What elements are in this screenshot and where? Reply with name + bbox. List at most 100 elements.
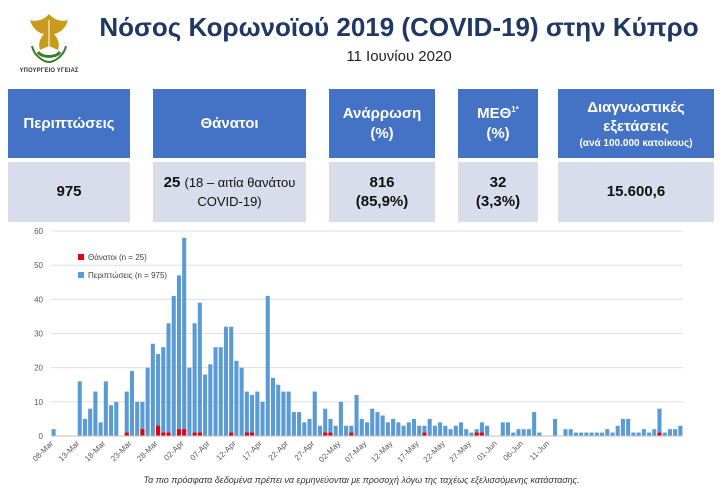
case-bar [255, 391, 260, 436]
case-bar [276, 384, 281, 436]
case-bar [605, 429, 610, 436]
tests-label-per-capita: (ανά 100.000 κατοίκους) [579, 137, 693, 149]
y-tick-label: 20 [34, 364, 43, 373]
x-tick-label: 17-Apr [241, 439, 265, 463]
death-bar [197, 432, 202, 436]
page-title: Νόσος Κορωνοϊού 2019 (COVID-19) στην Κύπ… [99, 12, 699, 42]
y-tick-label: 40 [34, 295, 43, 304]
case-bar [234, 360, 239, 436]
death-bar [124, 432, 129, 436]
case-bar [213, 347, 218, 436]
case-bar [641, 429, 646, 436]
icu-pct: (3,3%) [475, 193, 521, 210]
case-bar [380, 415, 385, 436]
death-bar [161, 432, 166, 436]
case-bar [647, 432, 652, 436]
case-bar [171, 295, 176, 436]
cases-value: 975 [56, 183, 82, 201]
case-bar [563, 429, 568, 436]
case-bar [537, 432, 542, 436]
recovered-value: 816 [369, 173, 395, 191]
case-bar [223, 326, 229, 436]
legend-cases-swatch [78, 272, 84, 278]
case-bar [422, 425, 427, 436]
case-bar [229, 326, 234, 436]
case-bar [631, 432, 636, 436]
death-bar [229, 432, 234, 436]
case-bar [516, 429, 521, 436]
case-bar [511, 432, 516, 436]
case-bar [114, 401, 119, 436]
icu-value-box: 32 (3,3%) [458, 162, 538, 222]
x-tick-label: 17-May [395, 439, 420, 464]
case-bar [328, 418, 333, 436]
case-bar [109, 405, 114, 436]
case-bar [458, 422, 464, 436]
icu-label-pct: (%) [486, 124, 510, 142]
case-bar [208, 364, 213, 436]
case-bar [333, 425, 338, 436]
case-bar [323, 408, 328, 436]
case-bar [579, 432, 584, 436]
x-tick-label: 27-May [448, 439, 473, 464]
case-bar [244, 391, 249, 436]
death-bar [323, 432, 328, 436]
case-bar [411, 418, 417, 436]
case-bar [129, 371, 134, 436]
death-bar [657, 432, 662, 436]
icu-footnote-mark: 1* [511, 105, 519, 114]
case-bar [385, 422, 390, 436]
recovered-label-pct: (%) [370, 124, 394, 142]
case-bar [260, 401, 265, 436]
case-bar [552, 418, 558, 436]
case-bar [485, 425, 490, 436]
death-bar [244, 432, 249, 436]
case-bar [51, 429, 56, 436]
icu-header: ΜΕΘ1* (%) [458, 89, 538, 158]
case-bar [594, 432, 599, 436]
x-tick-label: 27-Apr [293, 439, 317, 463]
case-bar [610, 432, 615, 436]
legend-deaths-swatch [78, 254, 84, 260]
case-bar [479, 422, 484, 436]
case-bar [281, 391, 286, 436]
x-tick-label: 11-Jun [528, 439, 551, 462]
case-bar [140, 401, 145, 436]
death-bar [140, 429, 145, 436]
x-tick-label: 01-Jun [475, 439, 499, 463]
x-tick-label: 07-Apr [188, 439, 212, 463]
daily-cases-chart: 0 10 20 30 40 50 60 08-Mar 13-Mar 18-Mar 23-Mar 28-… [31, 227, 683, 464]
x-tick-label: 23-Mar [109, 439, 134, 464]
case-bar [568, 429, 573, 436]
case-bar [589, 432, 594, 436]
report-date: 11 Ιουνίου 2020 [346, 48, 452, 65]
y-tick-label: 50 [34, 261, 43, 270]
cases-label: Περιπτώσεις [23, 114, 115, 132]
case-bar [615, 425, 620, 436]
case-bar [453, 425, 458, 436]
case-bar [626, 418, 631, 436]
case-bar [239, 367, 244, 436]
case-bar [98, 422, 103, 436]
x-tick-label: 22-Apr [267, 439, 291, 463]
death-bar [422, 432, 427, 436]
case-bar [302, 422, 307, 436]
case-bar [500, 422, 505, 436]
case-bar [396, 422, 401, 436]
case-bar [375, 412, 380, 436]
x-tick-label: 08-Mar [31, 439, 56, 464]
x-tick-label: 12-May [369, 439, 394, 464]
tests-header: Διαγνωστικές εξετάσεις (ανά 100.000 κατο… [558, 89, 714, 158]
case-bar [312, 391, 317, 436]
case-bar [657, 408, 662, 436]
case-bar [82, 418, 87, 436]
icu-value: 32 [489, 173, 507, 191]
case-bar [427, 418, 432, 436]
case-bar [192, 323, 197, 436]
death-bar [176, 429, 182, 436]
case-bar [307, 418, 312, 436]
footnote: Τα πιο πρόσφατα δεδομένα πρέπει να ερμην… [143, 475, 580, 485]
case-bar [678, 425, 683, 436]
x-tick-label: 02-May [317, 439, 342, 464]
case-bar [673, 429, 678, 436]
